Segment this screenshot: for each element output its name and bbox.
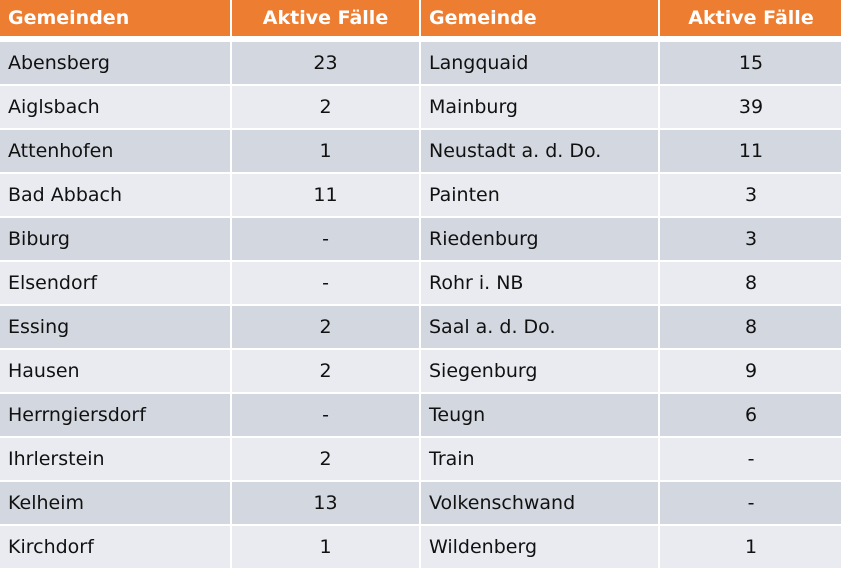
table-row: Elsendorf - Rohr i. NB 8 xyxy=(0,261,841,306)
table-row: Kelheim 13 Volkenschwand - xyxy=(0,481,841,526)
municipality-cell: Siegenburg xyxy=(420,349,660,394)
municipality-cell: Kelheim xyxy=(0,481,232,526)
municipality-cell: Painten xyxy=(420,173,660,218)
cases-cell: 3 xyxy=(659,217,841,262)
municipality-cell: Volkenschwand xyxy=(420,481,660,526)
cases-cell: 8 xyxy=(659,305,841,350)
table-row: Aiglsbach 2 Mainburg 39 xyxy=(0,85,841,130)
cases-cell: 23 xyxy=(231,39,421,86)
municipality-cell: Wildenberg xyxy=(420,525,660,570)
cases-cell: 15 xyxy=(659,39,841,86)
municipality-cell: Aiglsbach xyxy=(0,85,232,130)
cases-cell: 3 xyxy=(659,173,841,218)
cases-cell: 11 xyxy=(231,173,421,218)
municipality-cell: Elsendorf xyxy=(0,261,232,306)
table-row: Hausen 2 Siegenburg 9 xyxy=(0,349,841,394)
cases-cell: 1 xyxy=(231,129,421,174)
header-aktive-faelle-left: Aktive Fälle xyxy=(231,0,421,42)
municipality-cell: Essing xyxy=(0,305,232,350)
table-row: Herrngiersdorf - Teugn 6 xyxy=(0,393,841,438)
cases-cell: - xyxy=(659,437,841,482)
municipality-cell: Bad Abbach xyxy=(0,173,232,218)
municipality-cell: Abensberg xyxy=(0,39,232,86)
municipality-cell: Hausen xyxy=(0,349,232,394)
cases-cell: 2 xyxy=(231,349,421,394)
cases-cell: 13 xyxy=(231,481,421,526)
table-row: Attenhofen 1 Neustadt a. d. Do. 11 xyxy=(0,129,841,174)
header-aktive-faelle-right: Aktive Fälle xyxy=(659,0,841,42)
municipality-cell: Attenhofen xyxy=(0,129,232,174)
table-row: Ihrlerstein 2 Train - xyxy=(0,437,841,482)
municipality-cell: Langquaid xyxy=(420,39,660,86)
cases-cell: 9 xyxy=(659,349,841,394)
municipality-cell: Mainburg xyxy=(420,85,660,130)
municipality-cell: Rohr i. NB xyxy=(420,261,660,306)
cases-cell: 39 xyxy=(659,85,841,130)
municipality-cell: Ihrlerstein xyxy=(0,437,232,482)
cases-cell: 1 xyxy=(231,525,421,570)
cases-cell: - xyxy=(231,217,421,262)
cases-cell: 6 xyxy=(659,393,841,438)
header-gemeinden: Gemeinden xyxy=(0,0,232,42)
header-gemeinde: Gemeinde xyxy=(420,0,660,42)
cases-cell: - xyxy=(659,481,841,526)
table-row: Kirchdorf 1 Wildenberg 1 xyxy=(0,525,841,570)
table-row: Biburg - Riedenburg 3 xyxy=(0,217,841,262)
municipality-cell: Kirchdorf xyxy=(0,525,232,570)
cases-cell: 1 xyxy=(659,525,841,570)
municipality-cell: Saal a. d. Do. xyxy=(420,305,660,350)
municipality-cell: Herrngiersdorf xyxy=(0,393,232,438)
municipality-cell: Teugn xyxy=(420,393,660,438)
table-row: Bad Abbach 11 Painten 3 xyxy=(0,173,841,218)
cases-cell: - xyxy=(231,393,421,438)
cases-cell: 11 xyxy=(659,129,841,174)
municipality-cell: Train xyxy=(420,437,660,482)
municipality-cell: Biburg xyxy=(0,217,232,262)
municipality-cell: Neustadt a. d. Do. xyxy=(420,129,660,174)
table-row: Essing 2 Saal a. d. Do. 8 xyxy=(0,305,841,350)
cases-cell: - xyxy=(231,261,421,306)
table-row: Abensberg 23 Langquaid 15 xyxy=(0,39,841,86)
cases-cell: 2 xyxy=(231,85,421,130)
header-row: Gemeinden Aktive Fälle Gemeinde Aktive F… xyxy=(0,0,841,42)
cases-cell: 2 xyxy=(231,305,421,350)
cases-cell: 8 xyxy=(659,261,841,306)
cases-cell: 2 xyxy=(231,437,421,482)
municipality-cell: Riedenburg xyxy=(420,217,660,262)
